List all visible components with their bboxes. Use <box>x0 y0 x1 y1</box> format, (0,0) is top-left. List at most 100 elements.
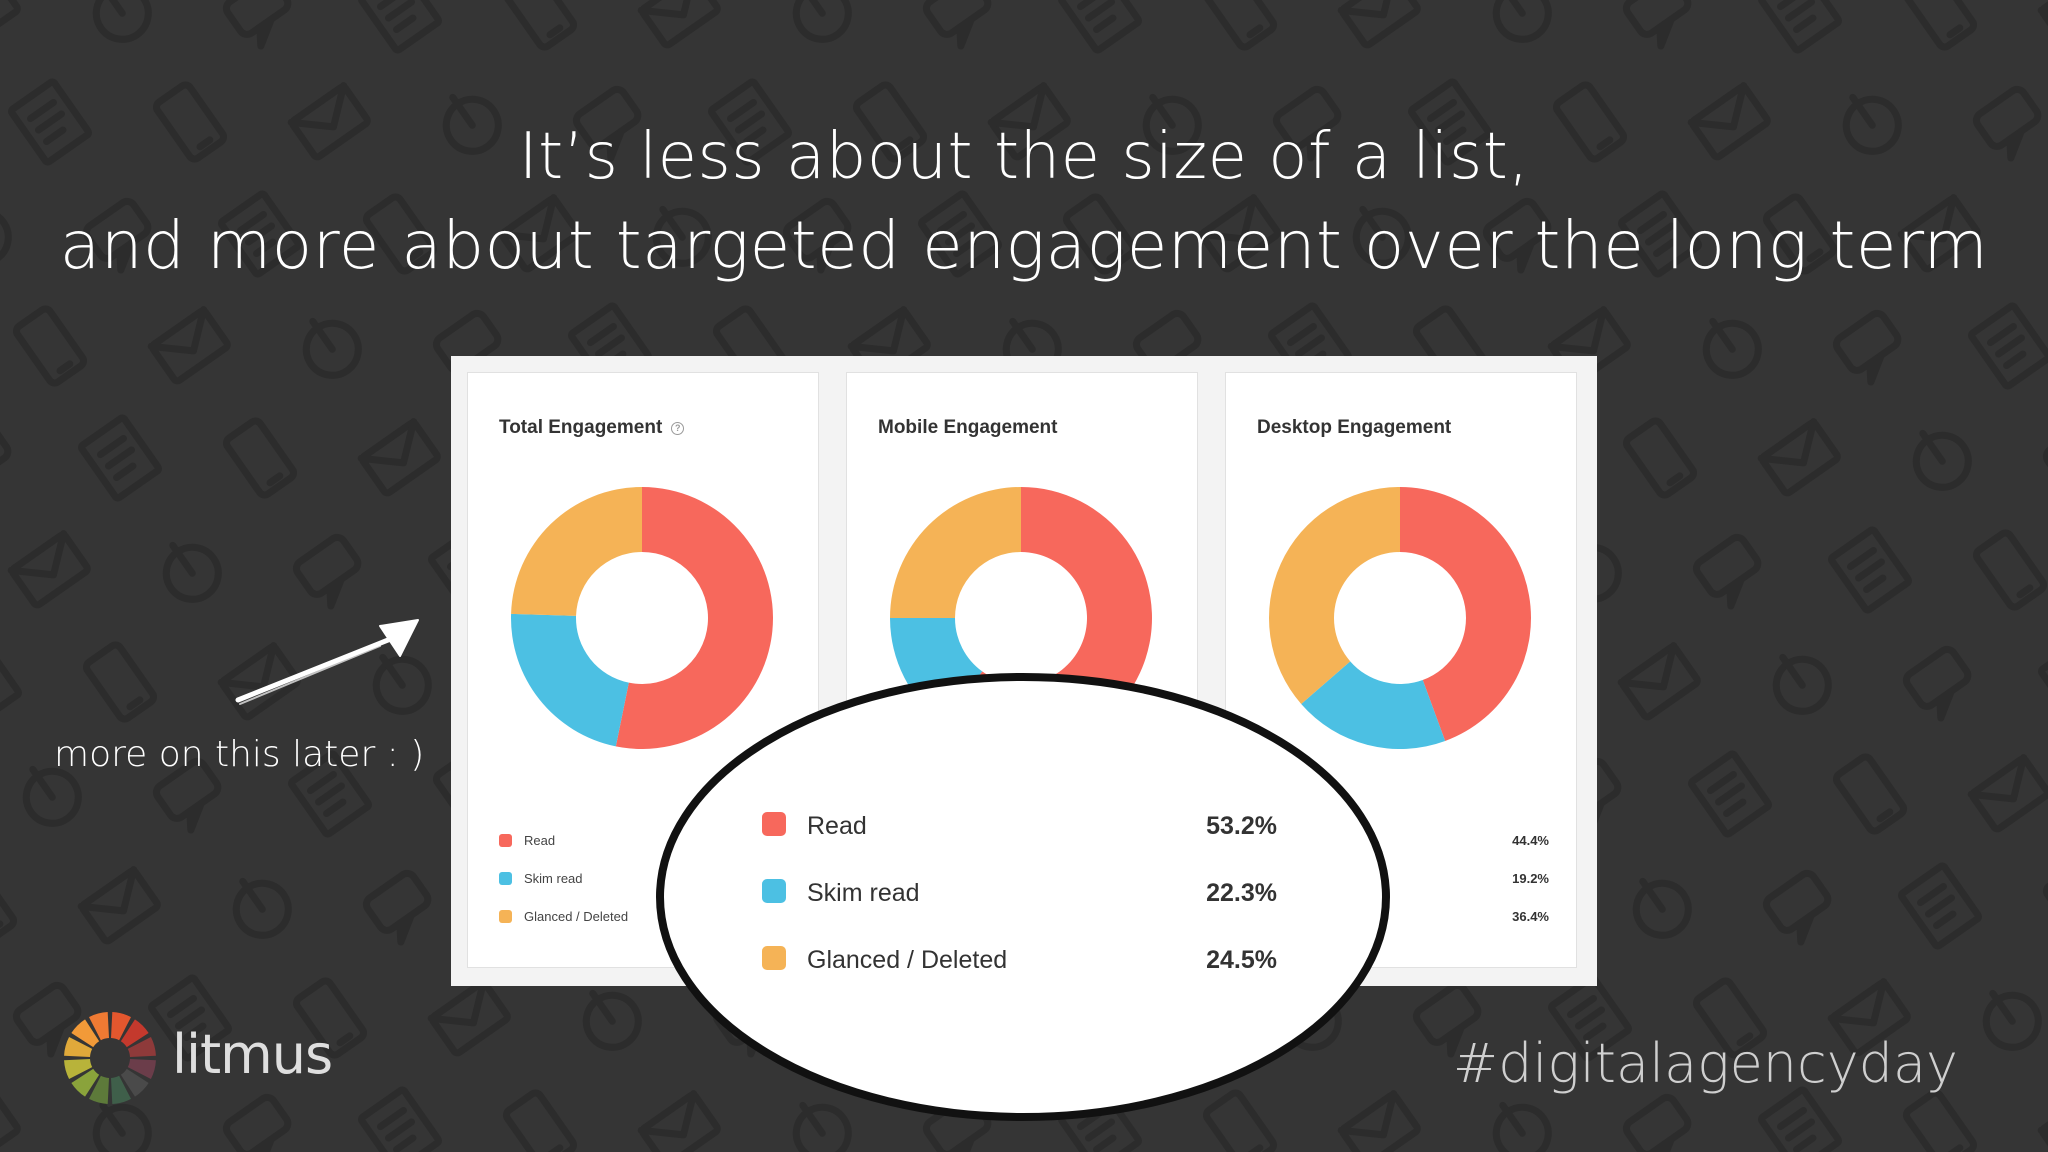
mobile-phone-icon <box>82 641 158 723</box>
document-icon <box>78 414 162 502</box>
document-icon <box>8 78 92 166</box>
speech-bubble-icon <box>922 0 992 50</box>
speech-bubble-icon <box>1412 981 1482 1058</box>
speech-bubble-icon <box>362 869 432 946</box>
power-icon <box>1492 1101 1552 1152</box>
envelope-icon <box>2037 1090 2048 1152</box>
document-icon <box>708 78 792 166</box>
zoom-legend-swatch <box>762 879 786 903</box>
power-icon <box>1142 93 1202 155</box>
logo-segment <box>110 1075 131 1104</box>
logo-segment <box>110 1012 131 1041</box>
power-icon <box>792 0 852 43</box>
speech-bubble-icon <box>152 757 222 834</box>
legend-value: 19.2% <box>1512 871 1549 886</box>
donut-slice-skim-read[interactable] <box>1301 661 1446 749</box>
total-engagement-donut <box>511 487 773 749</box>
headline-line-2: and more about targeted engagement over … <box>59 207 1989 284</box>
logo-segment <box>89 1012 110 1041</box>
speech-bubble-icon <box>0 421 12 486</box>
zoom-legend-value: 53.2% <box>1206 812 1277 840</box>
power-icon <box>22 765 82 827</box>
legend-label: Read <box>524 833 556 848</box>
envelope-icon <box>7 530 91 609</box>
mobile-phone-icon <box>12 305 88 387</box>
donut-slice-glanced-deleted[interactable] <box>890 487 1021 618</box>
document-icon <box>918 190 1002 278</box>
donut-slice-glanced-deleted[interactable] <box>511 487 642 616</box>
mobile-phone-icon <box>502 1089 578 1152</box>
mobile-engagement-title: Mobile Engagement <box>878 417 1058 438</box>
speech-bubble-icon <box>1972 85 2042 162</box>
document-icon <box>1688 750 1772 838</box>
donut-slice-skim-read[interactable] <box>511 613 629 747</box>
power-icon <box>302 317 362 379</box>
power-icon <box>92 0 152 43</box>
donut-slice-glanced-deleted[interactable] <box>1269 487 1400 705</box>
donut-slice-read[interactable] <box>615 487 773 749</box>
zoom-legend-label: Glanced / Deleted <box>807 946 1008 974</box>
document-icon <box>1618 190 1702 278</box>
help-icon[interactable]: ? <box>671 422 685 435</box>
envelope-icon <box>1897 194 1981 273</box>
document-icon <box>2038 638 2048 726</box>
mobile-phone-icon <box>1972 529 2048 611</box>
mobile-phone-icon <box>0 865 18 947</box>
envelope-icon <box>1967 754 2048 833</box>
mobile-phone-icon <box>1762 193 1838 275</box>
litmus-logo-icon <box>64 1012 156 1104</box>
total-engagement-title: Total Engagement? <box>499 417 685 439</box>
power-icon <box>1842 93 1902 155</box>
envelope-icon <box>0 1091 21 1152</box>
power-icon <box>1352 205 1412 267</box>
power-icon <box>1772 653 1832 715</box>
desktop-engagement-donut <box>1269 487 1531 749</box>
envelope-icon <box>287 82 371 161</box>
legend-swatch <box>499 872 512 885</box>
speech-bubble-icon <box>1482 197 1552 274</box>
desktop-engagement-title: Desktop Engagement <box>1257 417 1452 438</box>
mobile-phone-icon <box>152 81 228 163</box>
logo-segment <box>71 1019 100 1048</box>
envelope-icon <box>1337 1090 1421 1152</box>
document-icon <box>358 1086 442 1152</box>
callout-note: more on this later : ) <box>54 734 425 775</box>
zoom-legend: Read 53.2% Skim read 22.3% Glanced / Deleted… <box>762 808 1277 1009</box>
speech-bubble-icon <box>82 197 152 274</box>
legend-swatch <box>499 910 512 923</box>
zoom-callout-ellipse <box>656 673 1390 1121</box>
zoom-legend-label: Read <box>807 812 867 840</box>
power-icon <box>372 653 432 715</box>
envelope-icon <box>1827 978 1911 1057</box>
logo-segment <box>64 1058 93 1079</box>
envelope-icon <box>987 82 1071 161</box>
zoom-legend-item-skim-read: Skim read 22.3% <box>762 875 1277 942</box>
power-icon <box>162 541 222 603</box>
mobile-phone-icon <box>1062 193 1138 275</box>
mobile-phone-icon <box>222 417 298 499</box>
total-engagement-title-text: Total Engagement <box>499 417 663 438</box>
logo-segment <box>71 1068 100 1097</box>
speech-bubble-icon <box>782 197 852 274</box>
envelope-icon <box>1197 194 1281 273</box>
envelope-icon <box>1337 0 1421 49</box>
zoom-legend-swatch <box>762 946 786 970</box>
logo-segment <box>127 1037 156 1058</box>
legend-label: Skim read <box>524 871 583 886</box>
zoom-legend-value: 24.5% <box>1206 946 1277 974</box>
donut-slice-read[interactable] <box>1400 487 1531 741</box>
logo-segment <box>127 1058 156 1079</box>
mobile-phone-icon <box>1832 753 1908 835</box>
document-icon <box>1758 0 1842 54</box>
envelope-icon <box>217 642 301 721</box>
brand-name: litmus <box>172 1023 333 1086</box>
speech-bubble-icon <box>2042 421 2048 486</box>
envelope-icon <box>1617 642 1701 721</box>
document-icon <box>1968 302 2048 390</box>
speech-bubble-icon <box>292 533 362 610</box>
power-icon <box>1702 317 1762 379</box>
document-icon <box>1828 526 1912 614</box>
power-icon <box>582 989 642 1051</box>
power-icon <box>0 207 12 267</box>
zoom-legend-label: Skim read <box>807 879 920 907</box>
